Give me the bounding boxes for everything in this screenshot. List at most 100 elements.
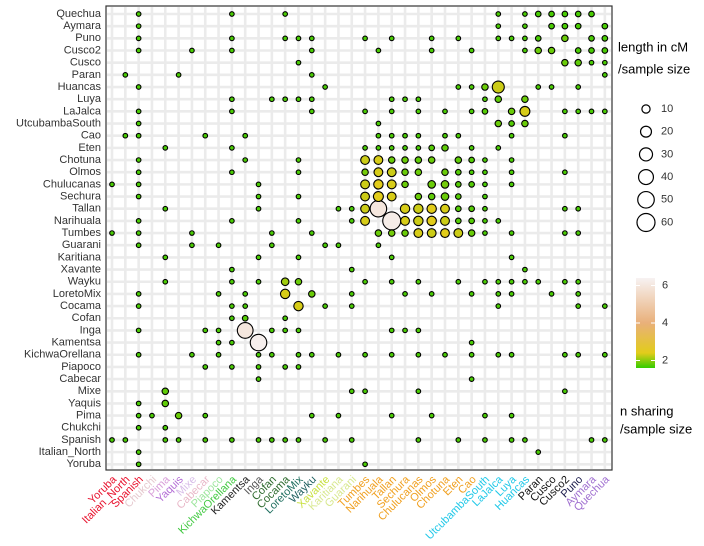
y-tick-label: Yoruba xyxy=(67,458,102,470)
bubble xyxy=(428,35,435,42)
color-tick-label: 2 xyxy=(662,354,668,366)
bubble xyxy=(360,179,371,190)
bubble xyxy=(374,229,383,237)
bubble xyxy=(135,351,142,358)
bubble xyxy=(426,203,437,214)
y-tick-label: Cofan xyxy=(72,312,101,324)
bubble xyxy=(522,278,528,285)
bubble xyxy=(441,144,449,152)
bubble xyxy=(455,437,462,443)
bubble xyxy=(508,35,515,42)
bubble xyxy=(454,217,462,225)
bubble xyxy=(348,291,355,297)
bubble xyxy=(519,105,531,117)
bubble xyxy=(295,59,302,66)
bubble xyxy=(588,437,595,443)
bubble xyxy=(255,254,262,261)
size-legend-label: 30 xyxy=(661,148,673,160)
size-legend-title: /sample size xyxy=(618,61,690,76)
bubble xyxy=(454,156,463,164)
bubble xyxy=(135,35,142,42)
bubble xyxy=(135,108,142,115)
bubble xyxy=(202,437,209,443)
bubble xyxy=(508,291,515,297)
y-tick-label: Guarani xyxy=(62,239,101,251)
bubble xyxy=(189,230,195,236)
bubble xyxy=(308,108,315,115)
bubble xyxy=(388,254,395,261)
bubble xyxy=(295,351,302,358)
bubble xyxy=(162,437,169,443)
bubble xyxy=(508,412,515,419)
bubble xyxy=(402,327,408,334)
bubble xyxy=(372,191,384,203)
y-tick-label: Paran xyxy=(72,69,101,81)
bubble xyxy=(135,449,142,455)
y-tick-label: Tallan xyxy=(72,203,101,215)
bubble xyxy=(495,351,502,358)
bubble xyxy=(215,351,222,358)
bubble xyxy=(162,424,169,431)
y-tick-label: LoretoMix xyxy=(53,288,102,300)
bubble xyxy=(468,351,475,358)
bubble xyxy=(295,437,302,443)
bubble xyxy=(135,400,142,407)
bubble xyxy=(360,191,371,202)
bubble xyxy=(295,254,302,261)
bubble xyxy=(402,96,408,103)
bubble xyxy=(454,181,462,188)
bubble xyxy=(575,303,582,309)
bubble xyxy=(534,34,542,42)
bubble xyxy=(162,278,169,285)
bubble xyxy=(335,242,342,249)
y-tick-label: Kamentsa xyxy=(51,336,101,348)
bubble xyxy=(535,278,542,285)
bubble xyxy=(427,156,436,164)
bubble xyxy=(308,412,315,419)
bubble xyxy=(295,157,302,163)
bubble xyxy=(135,132,142,139)
bubble xyxy=(522,35,528,42)
bubble xyxy=(440,180,450,189)
bubble xyxy=(508,132,515,139)
bubble xyxy=(507,107,516,116)
color-bar xyxy=(636,278,655,368)
bubble xyxy=(387,229,396,237)
bubble xyxy=(482,181,488,188)
bubble xyxy=(495,303,502,309)
size-legend-key xyxy=(636,212,656,233)
bubble xyxy=(175,437,182,443)
bubble xyxy=(455,132,462,139)
y-tick-label: Spanish xyxy=(61,434,101,446)
bubble xyxy=(481,108,489,115)
bubble xyxy=(413,215,424,227)
bubble xyxy=(575,84,582,90)
y-tick-label: Pima xyxy=(76,410,102,422)
bubble xyxy=(369,199,388,218)
grid xyxy=(107,7,611,469)
bubble xyxy=(495,291,502,297)
bubble xyxy=(508,437,515,443)
bubble xyxy=(229,339,235,346)
bubble xyxy=(308,47,315,54)
bubble xyxy=(440,228,450,239)
bubble xyxy=(428,291,435,297)
bubble xyxy=(295,327,302,334)
bubble xyxy=(294,277,303,286)
bubble xyxy=(135,84,142,90)
bubble xyxy=(202,364,209,370)
bubble xyxy=(482,169,488,176)
bubble xyxy=(468,376,475,382)
bubble xyxy=(268,437,275,443)
bubble xyxy=(215,242,222,249)
bubble xyxy=(335,351,342,358)
bubble xyxy=(375,47,382,54)
bubble xyxy=(361,168,369,176)
y-tick-label: Karitiana xyxy=(58,251,102,263)
bubble xyxy=(522,23,528,30)
bubble xyxy=(268,96,275,103)
bubble xyxy=(308,230,315,236)
size-legend-key xyxy=(641,104,651,114)
bubble xyxy=(202,412,209,419)
bubble xyxy=(282,96,289,103)
